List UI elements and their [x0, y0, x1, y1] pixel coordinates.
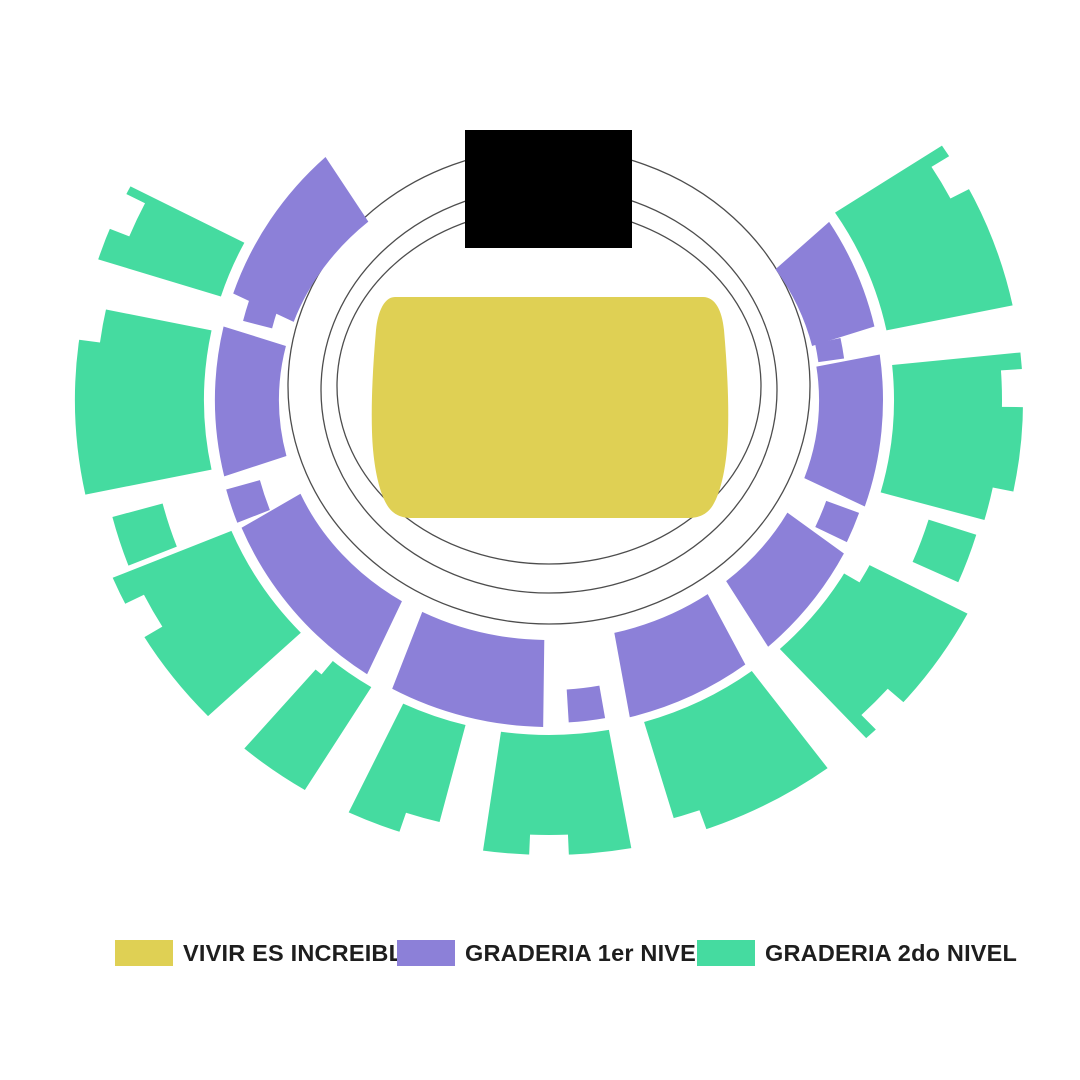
graderia-2do-nivel-section-4[interactable] [644, 671, 828, 838]
vomitory-block-upper-right [815, 338, 845, 363]
outer-entrance-notch [76, 301, 107, 343]
outer-entrance-notch [1000, 368, 1026, 408]
graderia-2do-nivel-section-1[interactable] [835, 145, 1013, 331]
graderia-2do-nivel-section-7[interactable] [244, 656, 372, 791]
vomitory-block-bottom [566, 685, 606, 723]
inner-entrance-notch [841, 549, 874, 583]
graderia-1er-nivel-section-5[interactable] [392, 611, 545, 727]
graderia-1er-nivel-section-8[interactable] [233, 156, 369, 322]
legend-swatch-floor [115, 940, 173, 966]
outer-entrance-notch [861, 688, 906, 732]
outer-entrance-notch [983, 487, 1017, 530]
legend-item-level2: GRADERIA 2do NIVEL [697, 938, 1017, 968]
graderia-2do-nivel-section-2[interactable] [880, 352, 1023, 526]
outer-entrance-notch [529, 834, 569, 859]
legend: VIVIR ES INCREIBLE GRADERIA 1er NIVEL GR… [0, 936, 1080, 970]
legend-label-floor: VIVIR ES INCREIBLE [183, 939, 420, 966]
outer-entrance-notch [663, 810, 708, 844]
stage [465, 130, 632, 248]
graderia-2do-nivel-section-9[interactable] [75, 305, 212, 495]
floor-zone-vivir-es-increible[interactable] [371, 297, 729, 518]
graderia-1er-nivel-section-3[interactable] [726, 512, 844, 647]
legend-swatch-level2 [697, 940, 755, 966]
legend-item-level1: GRADERIA 1er NIVEL [397, 938, 711, 968]
aisle-block-right [815, 500, 860, 543]
legend-label-level1: GRADERIA 1er NIVEL [465, 939, 711, 966]
vomitory-block-upper-left [243, 299, 278, 329]
graderia-2do-nivel-section-5[interactable] [483, 729, 632, 856]
outer-entrance-notch [931, 154, 972, 199]
graderia-2do-nivel-section-6[interactable] [348, 703, 466, 842]
graderia-1er-nivel-section-1[interactable] [775, 221, 875, 347]
legend-label-level2: GRADERIA 2do NIVEL [765, 939, 1018, 966]
aisle-block-left [226, 480, 270, 523]
graderia-2do-nivel-section-3[interactable] [779, 557, 968, 739]
outer-entrance-notch [122, 594, 163, 639]
inner-entrance-notch [300, 642, 335, 675]
graderia-1er-nivel-section-7[interactable] [215, 326, 287, 477]
graderia-1er-nivel-section-6[interactable] [241, 493, 402, 675]
legend-swatch-level1 [397, 940, 455, 966]
legend-item-floor: VIVIR ES INCREIBLE [115, 938, 419, 968]
graderia-1er-nivel-section-4[interactable] [614, 594, 746, 718]
graderia-1er-nivel-section-2[interactable] [804, 354, 883, 507]
aisle-landing-left [112, 503, 177, 566]
aisle-landing-right [912, 519, 977, 583]
graderia-2do-nivel-section-8[interactable] [112, 530, 301, 717]
outer-entrance-notch [951, 567, 990, 611]
outer-entrance-notch [398, 812, 443, 846]
outer-entrance-notch [107, 192, 146, 237]
